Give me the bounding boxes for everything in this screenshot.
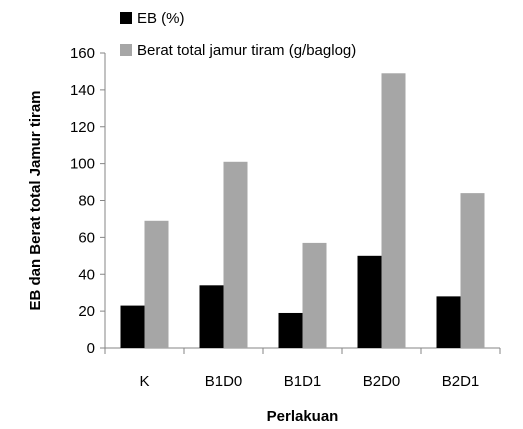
y-tick-label: 160 <box>70 45 95 62</box>
x-tick-label: B2D0 <box>363 373 401 390</box>
y-tick-label: 0 <box>87 340 95 357</box>
y-tick-label: 140 <box>70 82 95 99</box>
bar <box>120 305 145 348</box>
x-axis: K B1D0 B1D1 B2D0 B2D1 <box>104 347 501 390</box>
x-tick-label: B1D0 <box>205 373 243 390</box>
y-tick-label: 80 <box>78 193 95 210</box>
y-axis: 0 20 40 60 80 100 120 140 160 <box>70 45 106 357</box>
legend-label: EB (%) <box>137 10 185 27</box>
y-tick-label: 120 <box>70 119 95 136</box>
x-tick-label: B2D1 <box>442 373 480 390</box>
legend-swatch <box>120 44 132 56</box>
bar <box>357 255 382 348</box>
y-axis-title: EB dan Berat total Jamur tiram <box>27 90 44 310</box>
bar <box>460 193 485 348</box>
x-axis-title: Perlakuan <box>267 408 339 425</box>
legend-swatch <box>120 12 132 24</box>
x-tick-label: K <box>139 373 149 390</box>
bar <box>278 312 303 348</box>
y-tick-label: 60 <box>78 229 95 246</box>
y-tick-label: 40 <box>78 266 95 283</box>
bar <box>436 296 461 348</box>
y-tick-label: 20 <box>78 303 95 320</box>
bar <box>223 161 248 348</box>
legend: EB (%) Berat total jamur tiram (g/baglog) <box>120 10 356 59</box>
bar <box>199 285 224 348</box>
bar <box>144 220 169 348</box>
bar <box>302 242 327 348</box>
legend-label: Berat total jamur tiram (g/baglog) <box>137 42 356 59</box>
bars <box>120 73 485 348</box>
y-tick-label: 100 <box>70 156 95 173</box>
x-tick-label: B1D1 <box>284 373 322 390</box>
bar <box>381 73 406 348</box>
